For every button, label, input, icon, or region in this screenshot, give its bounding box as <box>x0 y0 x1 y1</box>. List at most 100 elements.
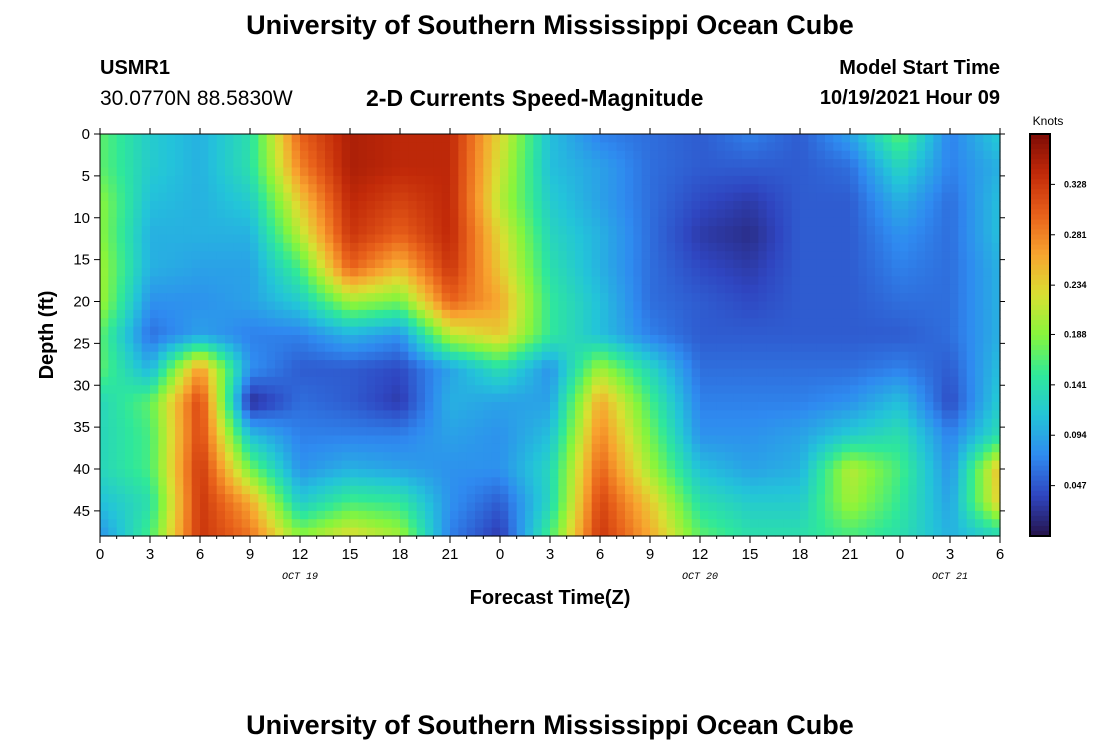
heatmap-cell <box>708 301 718 311</box>
heatmap-cell <box>208 142 218 152</box>
heatmap-cell <box>875 192 884 202</box>
heatmap-cell <box>150 167 159 177</box>
heatmap-cell <box>433 351 443 361</box>
heatmap-cell <box>983 326 993 336</box>
heatmap-cell <box>975 234 984 244</box>
heatmap-cell <box>450 284 459 294</box>
heatmap-cell <box>791 485 801 495</box>
heatmap-cell <box>541 201 551 210</box>
heatmap-cell <box>508 192 518 202</box>
heatmap-cell <box>358 318 368 328</box>
heatmap-cell <box>933 234 943 244</box>
heatmap-cell <box>916 142 926 152</box>
heatmap-cell <box>991 234 1001 244</box>
heatmap-cell <box>216 242 226 252</box>
heatmap-cell <box>383 318 393 328</box>
heatmap-cell <box>308 309 318 319</box>
heatmap-cell <box>625 251 634 261</box>
heatmap-cell <box>150 318 159 328</box>
heatmap-cell <box>125 502 134 512</box>
heatmap-cell <box>950 259 959 269</box>
heatmap-cell <box>741 485 751 495</box>
heatmap-cell <box>108 343 118 353</box>
heatmap-cell <box>233 393 243 403</box>
heatmap-cell <box>975 268 984 277</box>
heatmap-cell <box>208 326 218 336</box>
heatmap-cell <box>691 201 701 210</box>
heatmap-cell <box>333 242 343 252</box>
heatmap-cell <box>866 418 876 428</box>
heatmap-cell <box>100 435 109 445</box>
heatmap-cell <box>100 452 109 462</box>
heatmap-cell <box>150 335 159 344</box>
heatmap-cell <box>475 159 484 169</box>
heatmap-cell <box>875 477 884 487</box>
heatmap-cell <box>716 410 726 420</box>
heatmap-cell <box>450 460 459 470</box>
heatmap-cell <box>825 360 834 370</box>
heatmap-cell <box>508 209 518 219</box>
heatmap-cell <box>516 435 526 445</box>
heatmap-cell <box>800 134 809 143</box>
heatmap-cell <box>708 142 718 152</box>
heatmap-cell <box>291 502 301 512</box>
heatmap-cell <box>891 150 901 160</box>
heatmap-cell <box>716 418 726 428</box>
heatmap-cell <box>516 293 526 303</box>
heatmap-cell <box>325 276 334 286</box>
heatmap-cell <box>141 452 151 462</box>
heatmap-cell <box>608 410 618 420</box>
heatmap-cell <box>483 226 493 236</box>
heatmap-cell <box>125 134 134 143</box>
heatmap-cell <box>700 309 709 319</box>
heatmap-cell <box>900 351 909 361</box>
heatmap-cell <box>525 427 534 437</box>
heatmap-cell <box>200 318 209 328</box>
heatmap-cell <box>308 159 318 169</box>
heatmap-cell <box>241 318 251 328</box>
heatmap-cell <box>316 159 326 169</box>
heatmap-cell <box>250 234 259 244</box>
heatmap-cell <box>850 460 859 470</box>
heatmap-cell <box>883 351 893 361</box>
heatmap-cell <box>508 268 518 277</box>
heatmap-cell <box>825 435 834 445</box>
heatmap-cell <box>258 502 268 512</box>
heatmap-cell <box>908 452 918 462</box>
heatmap-cell <box>400 343 409 353</box>
heatmap-cell <box>316 477 326 487</box>
heatmap-cell <box>216 142 226 152</box>
heatmap-cell <box>941 318 951 328</box>
heatmap-cell <box>783 192 793 202</box>
heatmap-cell <box>991 301 1001 311</box>
heatmap-cell <box>441 276 451 286</box>
heatmap-cell <box>175 201 184 210</box>
heatmap-cell <box>583 502 593 512</box>
heatmap-cell <box>958 209 968 219</box>
heatmap-cell <box>183 435 193 445</box>
heatmap-cell <box>733 259 743 269</box>
plot-title: 2-D Currents Speed-Magnitude <box>366 85 704 111</box>
heatmap-cell <box>991 469 1001 478</box>
heatmap-cell <box>433 385 443 395</box>
heatmap-cell <box>900 326 909 336</box>
heatmap-cell <box>291 159 301 169</box>
heatmap-cell <box>633 134 643 143</box>
heatmap-cell <box>216 251 226 261</box>
heatmap-cell <box>116 175 126 185</box>
heatmap-cell <box>516 510 526 520</box>
heatmap-cell <box>958 318 968 328</box>
heatmap-cell <box>941 309 951 319</box>
heatmap-cell <box>658 510 668 520</box>
heatmap-cell <box>725 351 734 361</box>
heatmap-cell <box>816 318 826 328</box>
heatmap-cell <box>941 368 951 378</box>
heatmap-cell <box>466 242 476 252</box>
heatmap-cell <box>208 435 218 445</box>
heatmap-cell <box>333 368 343 378</box>
heatmap-cell <box>925 159 934 169</box>
heatmap-cell <box>533 477 543 487</box>
heatmap-cell <box>108 376 118 386</box>
heatmap-cell <box>550 385 559 395</box>
heatmap-cell <box>583 477 593 487</box>
